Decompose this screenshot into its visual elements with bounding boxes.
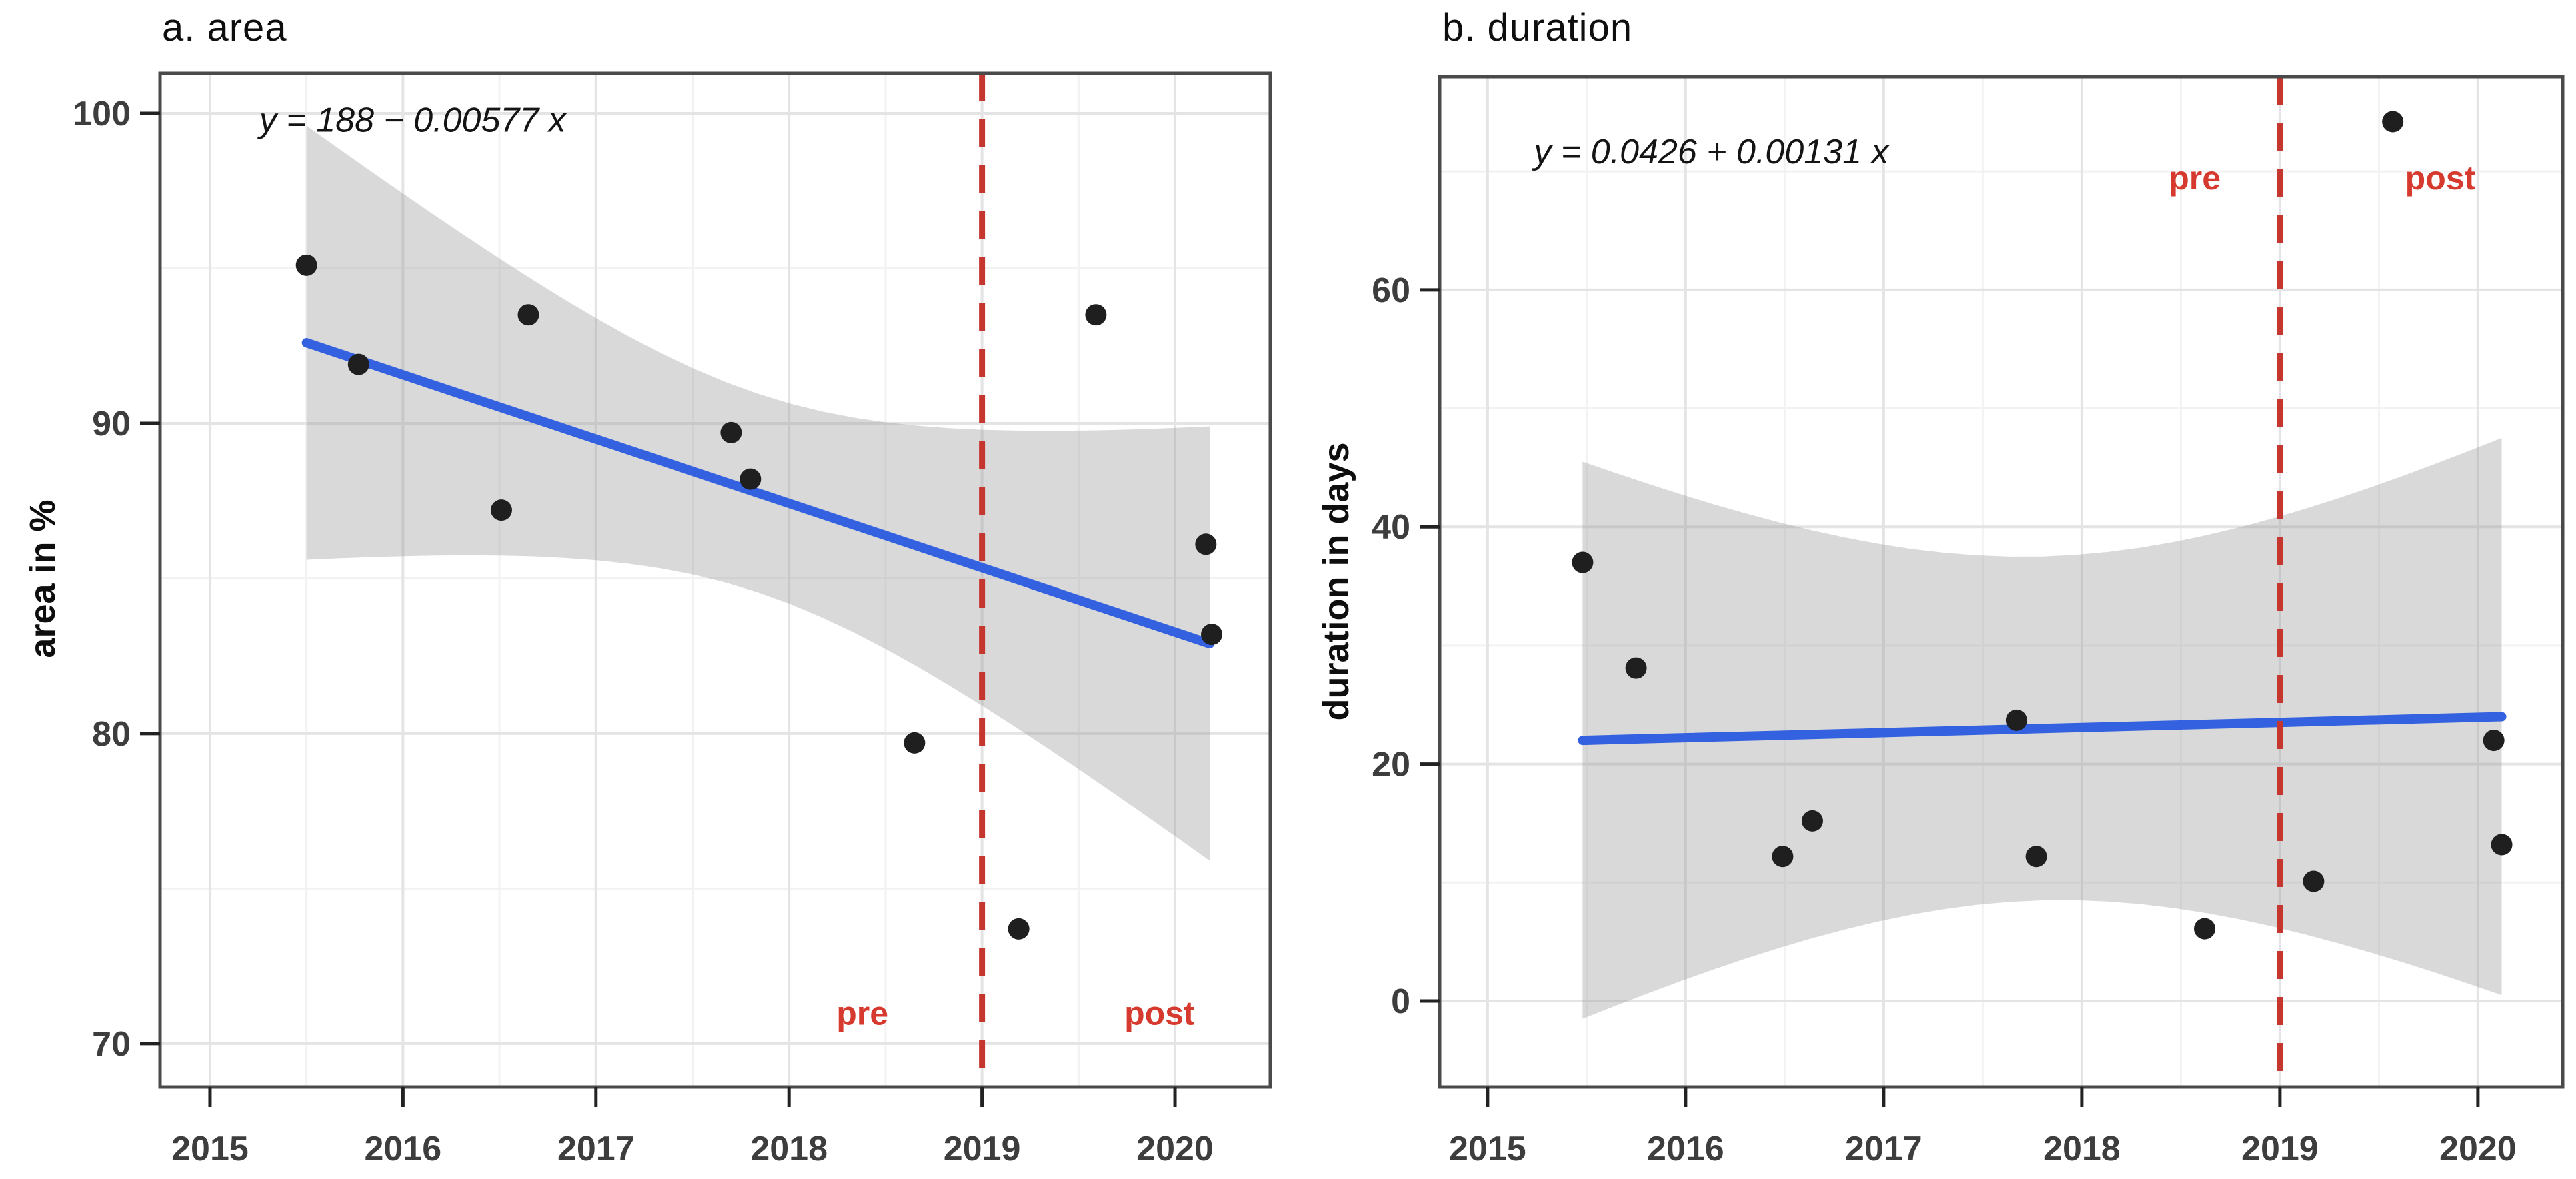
panel-a-point <box>490 499 512 521</box>
panel-a-point <box>1195 533 1217 555</box>
panel-b-point <box>2491 834 2513 856</box>
panel-a-equation: y = 188 − 0.00577 x <box>257 101 567 139</box>
panel-a: y = 188 − 0.00577 x pre post 2015 2016 2017 20… <box>73 71 1272 1168</box>
panel-b-background <box>1440 77 2563 1087</box>
panel-a-y-axis-title: area in % <box>23 499 63 658</box>
panel-a-point <box>1085 304 1107 326</box>
x-tick-label: 2019 <box>944 1130 1021 1168</box>
panel-b-annotation-post: post <box>2405 159 2476 197</box>
y-tick-label: 60 <box>1372 271 1410 310</box>
x-tick-label: 2018 <box>750 1130 828 1168</box>
y-tick-label: 0 <box>1391 982 1410 1021</box>
x-tick-label: 2019 <box>2241 1130 2319 1168</box>
panel-a-point <box>295 254 317 276</box>
panel-a-point <box>720 421 742 443</box>
panel-a-background <box>160 73 1270 1087</box>
x-tick-label: 2018 <box>2043 1130 2121 1168</box>
x-tick-label: 2016 <box>1647 1130 1724 1168</box>
panel-b-title: b. duration <box>1442 6 1633 49</box>
y-tick-label: 20 <box>1372 746 1410 784</box>
panel-a-trend-line <box>301 338 1215 649</box>
panel-b-y-axis-title: duration in days <box>1316 442 1356 721</box>
y-tick-label: 40 <box>1372 508 1410 547</box>
x-tick-label: 2015 <box>1449 1130 1526 1168</box>
panel-a-point <box>347 353 369 375</box>
panel-b-annotation-pre: pre <box>2169 159 2221 197</box>
panel-b-point <box>2382 111 2404 133</box>
panel-b-equation: y = 0.0426 + 0.00131 x <box>1532 133 1890 171</box>
x-tick-label: 2020 <box>1136 1130 1214 1168</box>
panel-a-point <box>517 304 539 326</box>
panel-b-border <box>1438 75 2565 1089</box>
panel-a-title: a. area <box>162 6 287 49</box>
panel-b-point <box>1572 551 1594 573</box>
x-tick-label: 2017 <box>1845 1130 1922 1168</box>
panel-a-point <box>740 468 762 490</box>
panel-b-point <box>2025 846 2047 868</box>
y-tick-label: 80 <box>92 715 131 754</box>
panel-b-point <box>1625 657 1647 679</box>
y-tick-label: 100 <box>73 95 131 133</box>
panel-b-point <box>2483 730 2505 752</box>
panel-b-point <box>1772 846 1794 868</box>
y-tick-label: 90 <box>92 405 131 443</box>
panel-a-point <box>1201 624 1223 646</box>
y-tick-label: 70 <box>92 1025 131 1064</box>
panel-b-trend-line <box>1578 712 2507 746</box>
panel-b-point <box>2194 918 2216 940</box>
panel-b-point <box>1801 810 1823 832</box>
panel-a-border <box>158 71 1272 1089</box>
panel-b-point <box>2005 709 2027 731</box>
x-tick-label: 2015 <box>171 1130 249 1168</box>
panel-a-annotation-pre: pre <box>836 994 888 1032</box>
panel-a-point <box>1008 918 1030 940</box>
x-tick-label: 2016 <box>365 1130 442 1168</box>
panel-b-point <box>2303 870 2325 892</box>
x-tick-label: 2017 <box>557 1130 635 1168</box>
x-tick-label: 2020 <box>2439 1130 2517 1168</box>
panel-a-point <box>904 732 926 754</box>
panel-b: y = 0.0426 + 0.00131 x pre post 2015 2016 201… <box>1372 75 2565 1168</box>
panel-a-annotation-post: post <box>1124 994 1195 1032</box>
